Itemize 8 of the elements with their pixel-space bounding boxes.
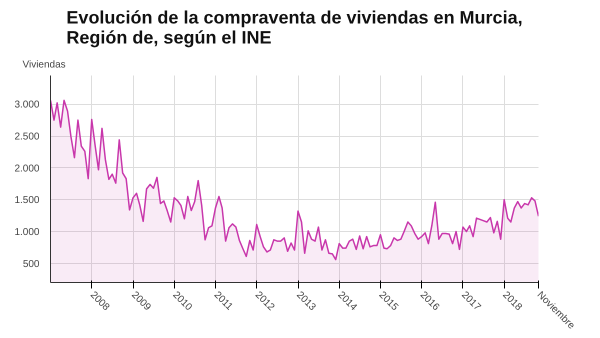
y-tick-label: 2.000 xyxy=(14,163,40,174)
y-tick-label: 3.000 xyxy=(14,100,40,111)
y-tick-label: 2.500 xyxy=(14,132,40,143)
y-tick-label: 1.500 xyxy=(14,195,40,206)
y-axis-title: Viviendas xyxy=(22,60,66,70)
y-tick-label: 500 xyxy=(22,258,40,270)
chart-title: Evolución de la compraventa de viviendas en Murcia, Región de, según el INE xyxy=(66,8,523,48)
y-tick-label: 1.000 xyxy=(14,227,40,238)
